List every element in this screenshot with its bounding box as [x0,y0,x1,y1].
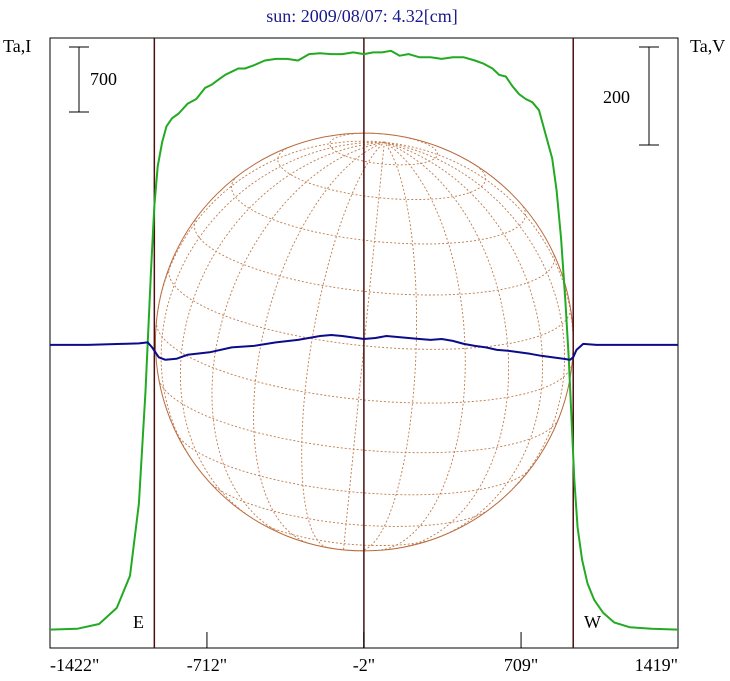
series-layer [49,49,679,631]
chart-title: sun: 2009/08/07: 4.32[cm] [266,6,458,26]
east-limb-label: E [133,612,144,632]
x-tick-label: -1422" [50,655,99,675]
right-scale-label: 200 [603,87,630,107]
meridian-line [179,141,385,521]
parallel-line [231,175,526,245]
meridian-line [160,141,385,464]
meridian-line [384,141,544,539]
x-axis-ticks: -1422" -712" -2" 709" 1419" [49,632,679,675]
parallel-line [208,481,489,527]
meridian-line [384,141,566,496]
left-scale-bar: 700 [69,46,117,113]
meridian-line [384,141,510,548]
meridian-line [360,141,417,552]
parallel-line [193,216,555,296]
right-scale-bar: 200 [603,46,659,146]
series-line-stokes_v [50,334,678,361]
x-tick-label: 709" [504,655,538,675]
meridian-line [381,141,466,551]
parallel-line [255,519,436,546]
x-tick-label: 1419" [635,655,678,675]
parallel-line [168,267,571,350]
parallel-line [277,146,487,201]
y-axis-label-left: Ta,I [3,36,31,56]
west-limb-label: W [584,612,601,632]
y-axis-label-right: Ta,V [690,36,725,56]
series-line-stokes_i [49,49,679,631]
reference-lines [153,38,574,648]
meridian-line [384,141,574,363]
parallel-line [329,132,438,166]
meridian-line [156,140,385,322]
x-tick-label: -712" [187,655,227,675]
x-tick-label: -2" [353,655,375,675]
parallel-line [176,434,530,496]
left-scale-label: 700 [90,69,117,89]
parallel-line [158,379,559,454]
meridian-line [211,141,385,536]
